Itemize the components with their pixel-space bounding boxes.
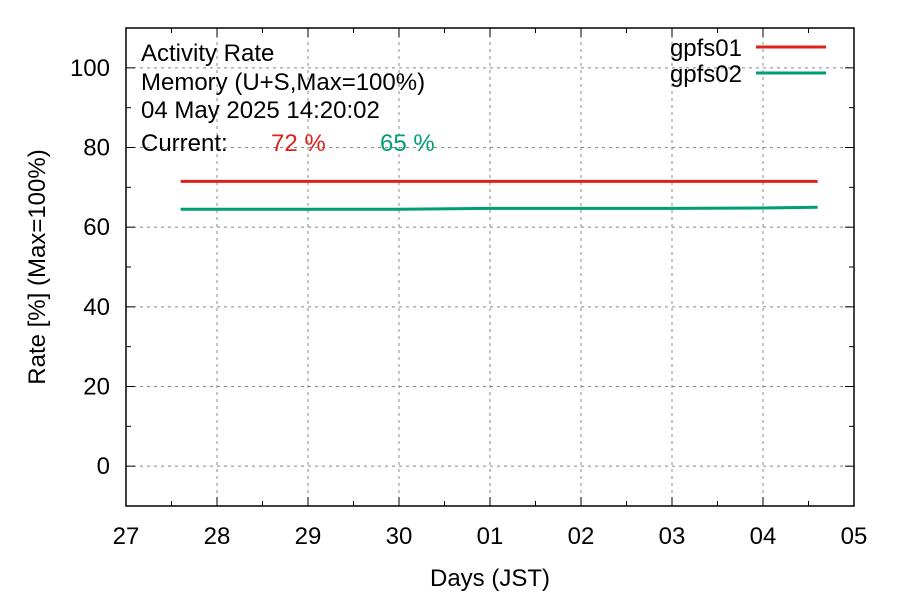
current-value-gpfs01: 72 % [271,130,326,157]
title-line-1: Activity Rate [141,40,274,67]
x-axis-title: Days (JST) [430,565,550,592]
x-tick-label: 02 [568,523,595,550]
y-tick-label: 0 [97,453,110,480]
title-line-2: Memory (U+S,Max=100%) [141,69,425,96]
y-tick-label: 20 [83,374,110,401]
current-value-gpfs02: 65 % [380,130,435,157]
legend-label-gpfs02: gpfs02 [670,61,742,88]
x-tick-label: 03 [659,523,686,550]
info-block: Activity Rate Memory (U+S,Max=100%) 04 M… [141,40,435,157]
x-tick-label: 30 [386,523,413,550]
y-tick-label: 80 [83,135,110,162]
y-tick-label: 40 [83,294,110,321]
grid-lines [126,28,854,506]
x-tick-label: 28 [204,523,231,550]
series-line-gpfs02 [180,205,818,211]
x-tick-label: 29 [295,523,322,550]
y-tick-label: 100 [70,55,110,82]
axis-ticks: 0 20 40 60 80 100 27 28 29 30 01 02 03 04 05 [70,28,867,550]
x-tick-label: 27 [113,523,140,550]
series-lines [180,179,818,211]
legend: gpfs01 gpfs02 [670,35,826,88]
y-tick-label: 60 [83,214,110,241]
x-tick-label: 04 [750,523,777,550]
x-tick-label: 05 [841,523,868,550]
title-line-3: 04 May 2025 14:20:02 [141,97,380,124]
x-tick-label: 01 [477,523,504,550]
legend-label-gpfs01: gpfs01 [670,35,742,62]
y-axis-title: Rate [%] (Max=100%) [24,149,51,384]
current-label: Current: [141,130,228,157]
